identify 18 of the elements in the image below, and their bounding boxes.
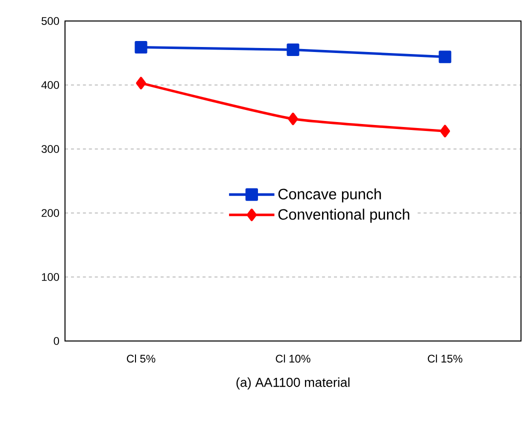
x-tick-label: Cl 15% (428, 354, 462, 363)
point (136, 76, 146, 90)
y-tick-label: 400 (41, 81, 60, 89)
y-tick-label: 500 (42, 17, 60, 25)
point (134, 40, 148, 54)
y-tick-label: 0 (54, 337, 60, 345)
point (286, 44, 300, 56)
legend-label: Concave punch (278, 188, 381, 202)
y-tick-label: 200 (42, 209, 60, 217)
point (440, 124, 450, 138)
y-tick-label: 100 (42, 273, 60, 281)
x-tick-label: Cl 5% (126, 354, 156, 363)
point (288, 112, 298, 126)
x-tick-label: Cl 10% (276, 354, 310, 363)
x-axis-title: (a) AA1100 material (236, 377, 350, 390)
legend-label: Conventional punch (278, 208, 410, 223)
y-tick-label: 300 (42, 145, 60, 153)
point (438, 50, 452, 64)
